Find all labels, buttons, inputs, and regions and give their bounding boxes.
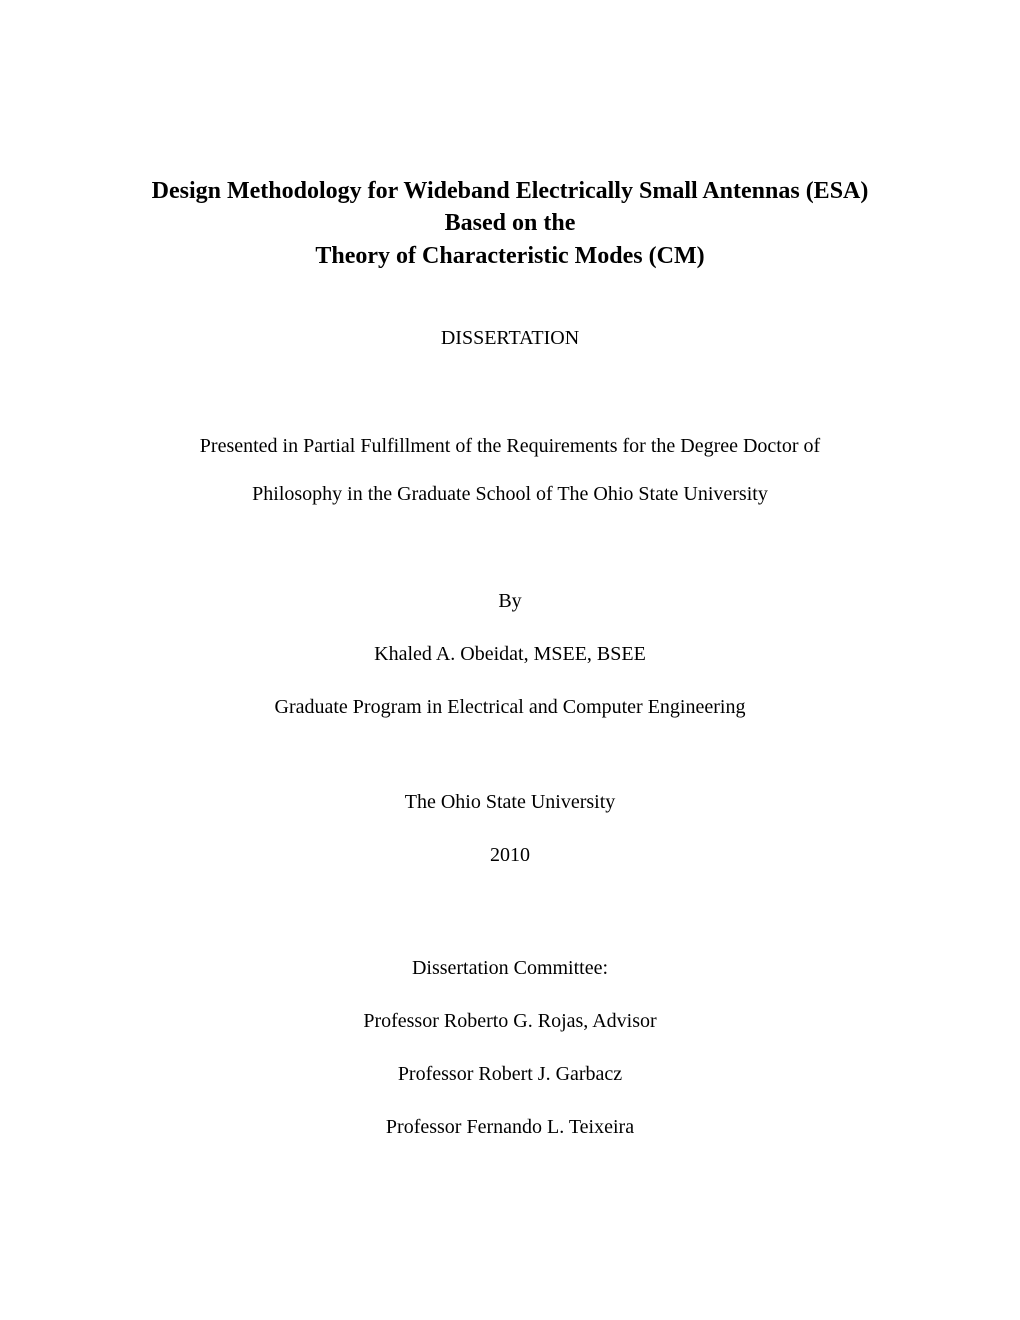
title-line-1: Design Methodology for Wideband Electric… (120, 175, 900, 207)
year: 2010 (120, 844, 900, 867)
fulfillment-line-1: Presented in Partial Fulfillment of the … (120, 422, 900, 470)
title-line-3: Theory of Characteristic Modes (CM) (120, 240, 900, 272)
committee-block: Dissertation Committee: Professor Robert… (120, 957, 900, 1139)
institution-name: The Ohio State University (120, 791, 900, 814)
institution-block: The Ohio State University 2010 (120, 791, 900, 867)
author-block: By Khaled A. Obeidat, MSEE, BSEE Graduat… (120, 590, 900, 719)
title-block: Design Methodology for Wideband Electric… (120, 175, 900, 272)
committee-member: Professor Robert J. Garbacz (120, 1063, 900, 1086)
committee-member: Professor Roberto G. Rojas, Advisor (120, 1010, 900, 1033)
graduate-program: Graduate Program in Electrical and Compu… (120, 696, 900, 719)
fulfillment-statement: Presented in Partial Fulfillment of the … (120, 422, 900, 518)
fulfillment-line-2: Philosophy in the Graduate School of The… (120, 470, 900, 518)
committee-member: Professor Fernando L. Teixeira (120, 1116, 900, 1139)
author-name: Khaled A. Obeidat, MSEE, BSEE (120, 643, 900, 666)
by-label: By (120, 590, 900, 613)
document-type: DISSERTATION (120, 327, 900, 350)
committee-label: Dissertation Committee: (120, 957, 900, 980)
title-line-2: Based on the (120, 207, 900, 239)
